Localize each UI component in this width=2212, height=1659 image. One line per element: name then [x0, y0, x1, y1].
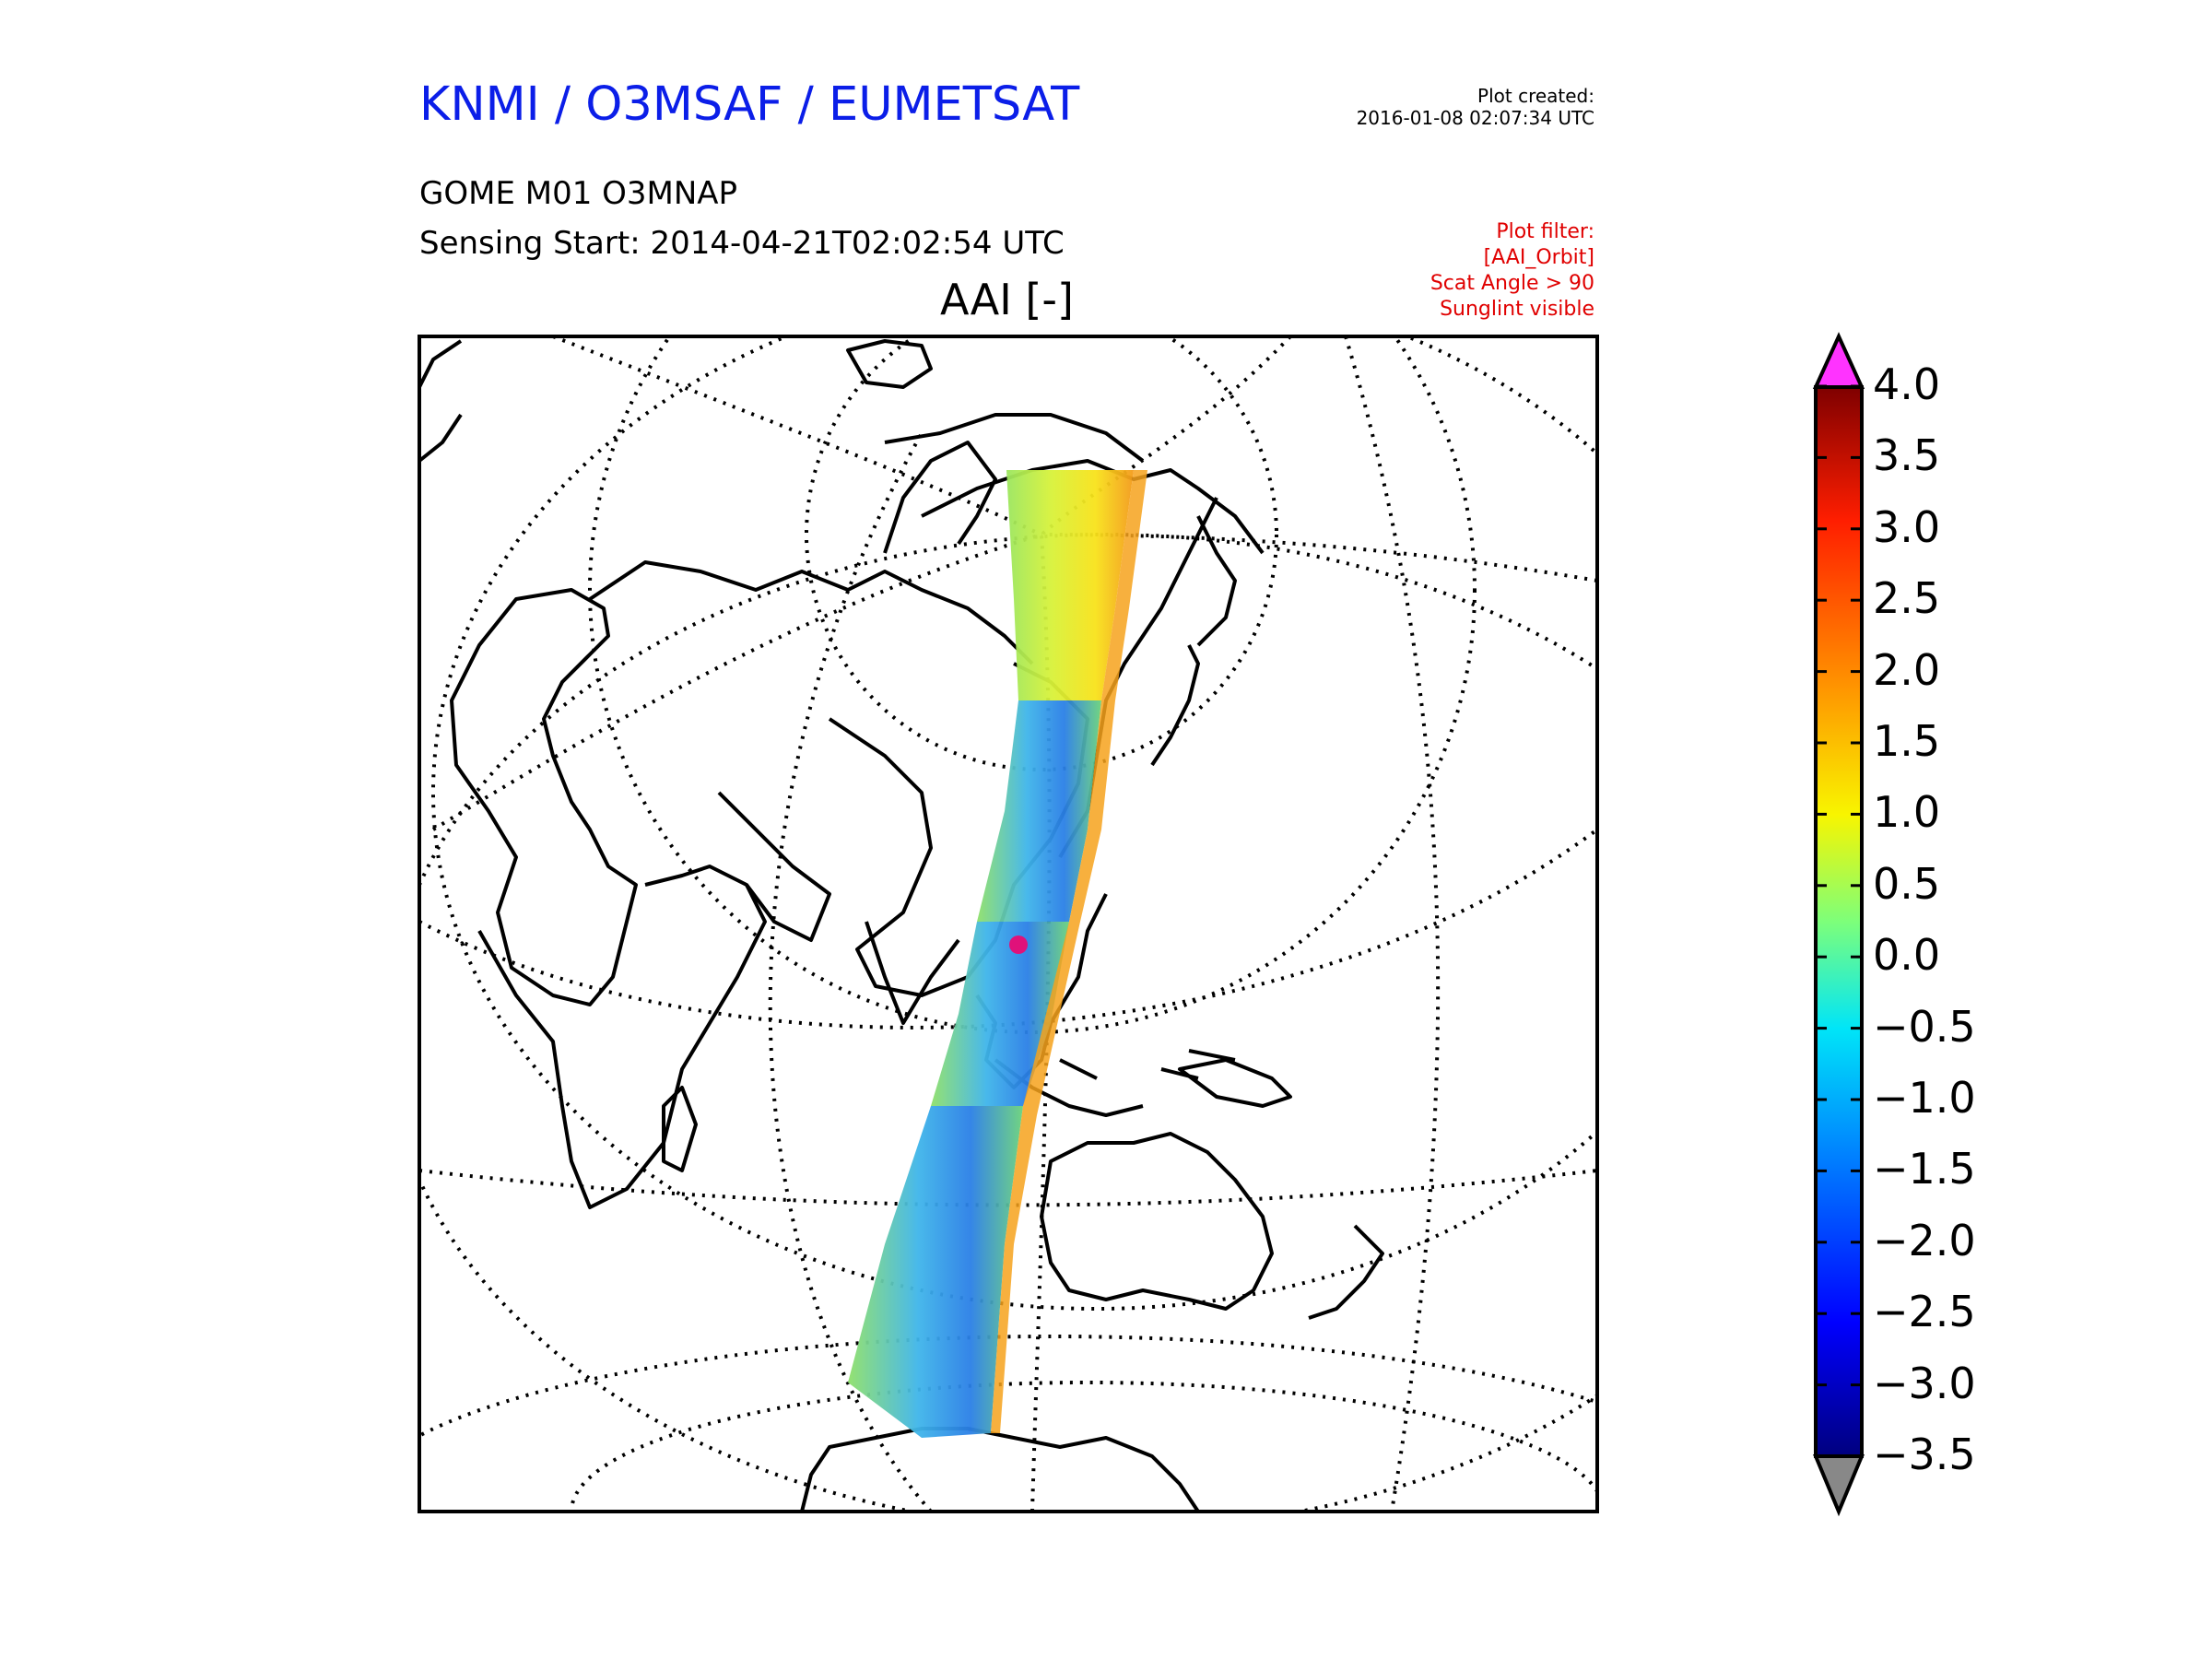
- plot-created-label: Plot created:: [1477, 85, 1594, 107]
- colorbar-tick-label: −1.0: [1873, 1073, 1976, 1123]
- sensing-start: Sensing Start: 2014-04-21T02:02:54 UTC: [419, 225, 1065, 262]
- plot-filter-line: Plot filter:: [1496, 220, 1594, 243]
- colorbar-tick-label: 2.0: [1873, 644, 1941, 695]
- map-area: [419, 336, 1597, 1512]
- graticule-meridian: [768, 432, 933, 1512]
- colorbar: [1812, 332, 1865, 1517]
- swath-mid: [977, 700, 1101, 922]
- aai-orbit-swath: [848, 470, 1147, 1438]
- colorbar-tick-label: −3.0: [1873, 1358, 1976, 1408]
- coastline-japan: [1150, 644, 1200, 767]
- organization-title: KNMI / O3MSAF / EUMETSAT: [419, 77, 1080, 132]
- coastline-india: [865, 921, 960, 1025]
- coastline-greenland: [846, 339, 933, 389]
- swath-north: [1006, 470, 1134, 700]
- coastline-scandinavia: [883, 441, 997, 554]
- graticule-meridian: [431, 533, 1042, 831]
- colorbar-body: [1814, 385, 1864, 1458]
- coastline-antarctica: [800, 1427, 1200, 1512]
- swath-south: [848, 1106, 1023, 1438]
- colorbar-over-triangle: [1812, 332, 1865, 389]
- colorbar-tick-label: −1.5: [1873, 1144, 1976, 1194]
- colorbar-tick-label: 3.5: [1873, 430, 1941, 481]
- colorbar-tick-label: 1.0: [1873, 787, 1941, 838]
- colorbar-tick-label: −2.0: [1873, 1215, 1976, 1265]
- colorbar-tick-label: −3.5: [1873, 1430, 1976, 1479]
- coastline-madagascar: [662, 1086, 698, 1172]
- coastline-africa: [450, 588, 638, 1006]
- graticule: [419, 336, 1597, 1512]
- coastlines: [419, 339, 1384, 1512]
- coastline-arctic-canada: [884, 413, 1145, 463]
- graticule-circle: [588, 336, 1477, 1034]
- map-title: AAI [-]: [940, 275, 1074, 324]
- colorbar-tick-label: 4.0: [1873, 359, 1941, 409]
- plot-filter-line: [AAI_Orbit]: [1483, 246, 1594, 269]
- graticule-meridian: [552, 336, 1042, 536]
- colorbar-tick-label: −0.5: [1873, 1001, 1976, 1052]
- swath-hotspot: [1009, 935, 1028, 954]
- colorbar-ticks: [1816, 384, 1862, 1458]
- plot-filter-line: Scat Angle > 90: [1430, 272, 1594, 295]
- colorbar-tick-label: 3.0: [1873, 501, 1941, 552]
- graticule-circle: [419, 1335, 1597, 1439]
- graticule-circle: [805, 336, 1278, 771]
- coastline-australia: [1040, 1132, 1274, 1311]
- plot-created-timestamp: 2016-01-08 02:07:34 UTC: [1356, 107, 1594, 129]
- colorbar-tick-label: 0.0: [1873, 930, 1941, 981]
- map-frame: [418, 335, 1599, 1513]
- coastline-new-guinea: [1178, 1058, 1292, 1108]
- coastline-arabia: [717, 791, 831, 942]
- coastline-new-zealand: [1308, 1224, 1384, 1320]
- graticule-meridian: [419, 1169, 1597, 1207]
- coastline-indonesia: [994, 1049, 1236, 1117]
- plot-filter-block: Plot filter: [AAI_Orbit] Scat Angle > 90…: [1272, 219, 1594, 323]
- colorbar-tick-label: −2.5: [1873, 1287, 1976, 1337]
- colorbar-tick-label: 1.5: [1873, 716, 1941, 766]
- swath-edge-east: [991, 470, 1147, 1433]
- plot-filter-line: Sunglint visible: [1440, 298, 1594, 321]
- colorbar-tick-label: 0.5: [1873, 858, 1941, 909]
- coastline-americas-fragment: [419, 339, 463, 463]
- graticule-meridian: [1344, 336, 1441, 1512]
- coastline-africa-south: [477, 865, 767, 1209]
- coastline-alaska: [1196, 515, 1237, 647]
- product-name: GOME M01 O3MNAP: [419, 175, 738, 212]
- colorbar-tick-label: 2.5: [1873, 573, 1941, 624]
- coastline-europe: [588, 560, 1034, 665]
- colorbar-under-triangle: [1813, 1454, 1865, 1517]
